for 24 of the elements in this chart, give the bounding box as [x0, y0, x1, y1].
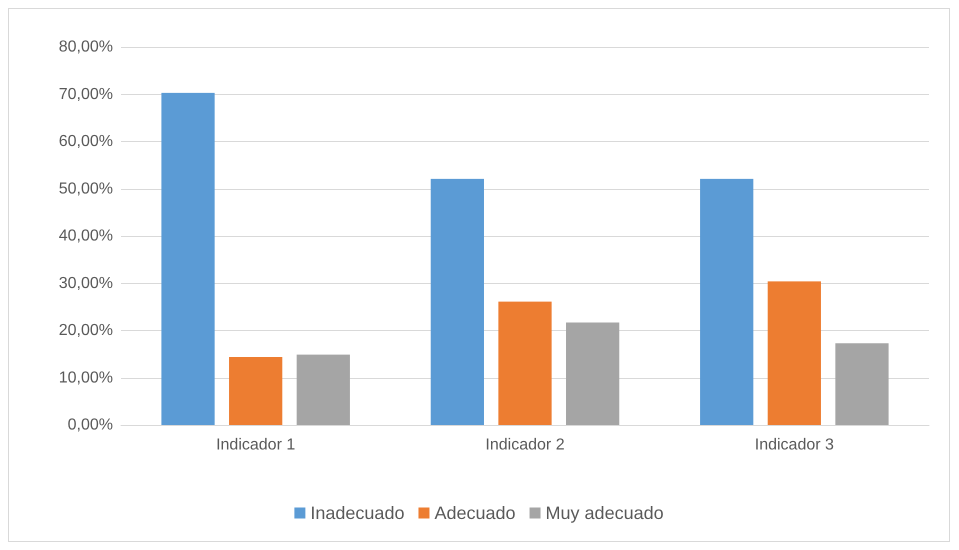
y-tick-label: 50,00%: [58, 180, 113, 198]
bar: [566, 322, 620, 425]
bar: [498, 302, 552, 425]
bar: [768, 281, 821, 425]
y-tick-label: 40,00%: [58, 228, 113, 244]
x-tick-label: Indicador 3: [754, 436, 834, 454]
bar: [296, 354, 350, 425]
legend-label: Adecuado: [434, 503, 516, 523]
y-tick-label: 60,00%: [58, 133, 113, 150]
x-tick-label: Indicador 1: [216, 436, 296, 454]
bar: [700, 178, 754, 425]
y-tick-label: 70,00%: [58, 86, 113, 103]
y-tick-label: 80,00%: [58, 38, 113, 56]
y-tick-label: 10,00%: [58, 369, 113, 386]
legend-label: Muy adecuado: [546, 503, 664, 523]
bar: [161, 92, 215, 425]
bar: [229, 356, 282, 425]
x-tick-label: Indicador 2: [485, 436, 565, 454]
y-tick-label: 20,00%: [58, 322, 113, 339]
bar: [430, 178, 484, 425]
y-tick-label: 0,00%: [68, 416, 113, 434]
bar: [835, 343, 889, 425]
legend-label: Inadecuado: [310, 503, 404, 523]
y-tick-label: 30,00%: [58, 274, 113, 292]
